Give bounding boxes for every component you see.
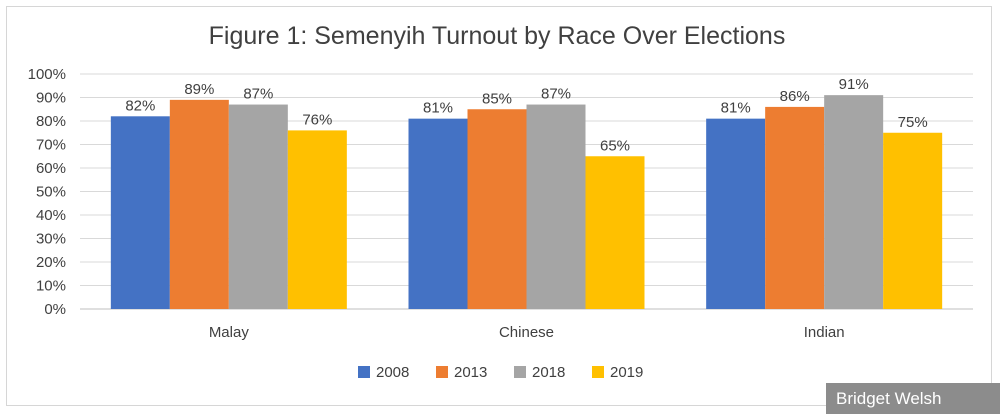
legend-label: 2019 — [610, 364, 643, 381]
bar-chinese-2013 — [467, 109, 527, 309]
x-tick-label: Chinese — [499, 324, 554, 341]
y-tick-label: 20% — [36, 254, 66, 271]
data-label: 89% — [184, 81, 214, 98]
y-tick-label: 60% — [36, 160, 66, 177]
y-tick-label: 10% — [36, 278, 66, 295]
y-tick-label: 90% — [36, 90, 66, 107]
bar-chinese-2008 — [408, 118, 468, 310]
y-tick-label: 40% — [36, 207, 66, 224]
watermark-credit: Bridget Welsh — [826, 383, 1000, 414]
x-tick-label: Malay — [209, 324, 250, 341]
legend-label: 2008 — [376, 364, 409, 381]
bar-indian-2018 — [824, 95, 884, 310]
bar-indian-2008 — [706, 118, 766, 310]
legend-item-2013: 2013 — [436, 364, 487, 381]
data-labels: 82% 89% 87% 76% 81% 85% 87% 65% 81% 86% 91% 75% — [125, 76, 927, 154]
x-tick-label: Indian — [804, 324, 845, 341]
legend-swatch — [592, 366, 604, 378]
bar-malay-2013 — [169, 99, 229, 309]
y-tick-label: 100% — [28, 66, 66, 83]
data-label: 87% — [541, 86, 571, 103]
y-tick-label: 0% — [44, 301, 66, 318]
data-label: 65% — [600, 137, 630, 154]
bar-indian-2013 — [765, 106, 825, 310]
legend-swatch — [436, 366, 448, 378]
bar-chinese-2018 — [526, 104, 586, 309]
bar-malay-2018 — [228, 104, 288, 309]
data-label: 75% — [898, 114, 928, 131]
y-tick-label: 80% — [36, 113, 66, 130]
legend: 2008 2013 2018 2019 — [358, 364, 643, 381]
y-tick-label: 30% — [36, 231, 66, 248]
data-label: 81% — [423, 100, 453, 117]
data-label: 85% — [482, 90, 512, 107]
chart-title: Figure 1: Semenyih Turnout by Race Over … — [209, 22, 786, 50]
legend-item-2008: 2008 — [358, 364, 409, 381]
y-axis-ticks: 0% 10% 20% 30% 40% 50% 60% 70% 80% 90% 100% — [28, 66, 66, 318]
bars — [110, 95, 943, 310]
y-tick-label: 50% — [36, 184, 66, 201]
data-label: 87% — [243, 86, 273, 103]
legend-label: 2013 — [454, 364, 487, 381]
x-axis-ticks: Malay Chinese Indian — [209, 324, 845, 341]
legend-swatch — [514, 366, 526, 378]
legend-swatch — [358, 366, 370, 378]
data-label: 86% — [780, 88, 810, 105]
legend-item-2019: 2019 — [592, 364, 643, 381]
bar-chinese-2019 — [585, 156, 645, 309]
data-label: 82% — [125, 97, 155, 114]
chart-frame — [6, 6, 992, 406]
legend-label: 2018 — [532, 364, 565, 381]
data-label: 81% — [721, 100, 751, 117]
bar-malay-2008 — [110, 116, 170, 309]
data-label: 76% — [302, 111, 332, 128]
y-tick-label: 70% — [36, 137, 66, 154]
bar-indian-2019 — [883, 132, 943, 309]
data-label: 91% — [839, 76, 869, 93]
legend-item-2018: 2018 — [514, 364, 565, 381]
bar-malay-2019 — [287, 130, 347, 309]
